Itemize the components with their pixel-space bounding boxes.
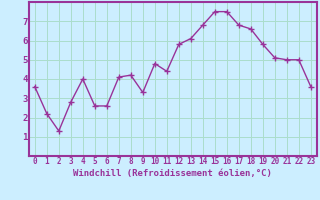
X-axis label: Windchill (Refroidissement éolien,°C): Windchill (Refroidissement éolien,°C) bbox=[73, 169, 272, 178]
